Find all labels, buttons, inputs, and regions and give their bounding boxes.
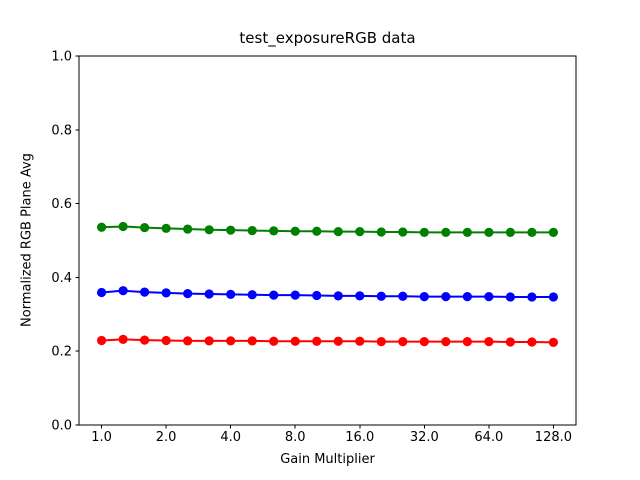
y-axis-label: Normalized RGB Plane Avg xyxy=(19,153,35,327)
data-point-red xyxy=(312,336,322,346)
data-point-red xyxy=(527,337,537,347)
data-point-blue xyxy=(548,292,559,302)
data-point-blue xyxy=(355,291,365,301)
data-point-green xyxy=(312,226,322,236)
data-point-green xyxy=(204,225,214,235)
data-point-red xyxy=(140,335,150,345)
data-point-green xyxy=(355,227,365,237)
x-tick-label: 2.0 xyxy=(156,430,177,445)
data-point-green xyxy=(419,227,429,237)
data-point-blue xyxy=(398,291,408,301)
data-point-red xyxy=(183,336,193,346)
data-point-green xyxy=(161,223,171,233)
data-point-green xyxy=(462,227,472,237)
data-point-green xyxy=(140,222,150,233)
y-tick-label: 0.6 xyxy=(51,197,72,212)
series-line-blue xyxy=(100,289,555,298)
data-point-green xyxy=(269,226,279,236)
data-point-red xyxy=(247,336,257,346)
y-tick-label: 0.4 xyxy=(51,271,72,286)
data-point-blue xyxy=(333,291,343,301)
data-point-red xyxy=(118,334,128,344)
data-point-blue xyxy=(118,286,128,296)
data-point-green xyxy=(118,221,128,232)
data-point-red xyxy=(355,336,365,346)
data-point-blue xyxy=(96,287,107,298)
data-point-green xyxy=(484,227,494,237)
data-point-blue xyxy=(140,287,150,297)
data-point-blue xyxy=(226,289,236,299)
y-tick-label: 0.2 xyxy=(51,345,72,360)
data-point-green xyxy=(96,222,107,232)
x-tick-label: 1.0 xyxy=(91,430,112,445)
data-point-green xyxy=(398,227,408,237)
x-tick-label: 4.0 xyxy=(220,430,241,445)
data-point-blue xyxy=(376,291,386,301)
data-point-red xyxy=(204,336,214,346)
y-tick-label: 1.0 xyxy=(51,50,72,65)
data-point-blue xyxy=(290,290,300,300)
data-point-red xyxy=(161,335,171,346)
data-point-blue xyxy=(269,290,279,300)
x-tick-label: 32.0 xyxy=(410,430,439,445)
data-point-red xyxy=(505,337,515,347)
y-tick-label: 0.0 xyxy=(51,419,72,434)
data-point-red xyxy=(333,336,343,346)
data-point-red xyxy=(376,337,386,347)
data-point-green xyxy=(183,224,193,234)
data-point-red xyxy=(226,336,236,346)
data-point-green xyxy=(441,227,451,237)
data-point-green xyxy=(247,225,257,236)
data-point-blue xyxy=(505,292,515,302)
data-point-blue xyxy=(183,289,193,299)
data-point-red xyxy=(462,337,472,347)
data-point-green xyxy=(527,227,537,237)
data-point-blue xyxy=(527,292,537,302)
data-point-blue xyxy=(484,291,494,302)
data-point-green xyxy=(333,227,343,237)
data-point-green xyxy=(548,227,559,237)
x-axis-label: Gain Multiplier xyxy=(280,452,375,467)
series-line-green xyxy=(100,225,555,234)
x-tick-label: 8.0 xyxy=(285,430,306,445)
x-tick-label: 16.0 xyxy=(345,430,374,445)
data-point-red xyxy=(290,336,300,346)
data-point-blue xyxy=(462,291,472,302)
data-point-blue xyxy=(441,291,451,302)
x-tick-label: 128.0 xyxy=(535,430,572,445)
x-tick-label: 64.0 xyxy=(474,430,503,445)
data-point-blue xyxy=(419,291,429,302)
data-point-red xyxy=(548,337,559,347)
chart-title: test_exposureRGB data xyxy=(239,29,416,47)
data-point-blue xyxy=(161,288,171,298)
data-point-red xyxy=(398,337,408,347)
data-point-red xyxy=(96,335,107,346)
data-point-blue xyxy=(247,290,257,300)
data-point-green xyxy=(376,227,386,237)
data-point-red xyxy=(419,337,429,347)
data-point-green xyxy=(226,225,236,235)
y-tick-label: 0.8 xyxy=(51,123,72,138)
data-point-red xyxy=(441,337,451,347)
series-line-red xyxy=(100,338,555,344)
data-point-green xyxy=(290,226,300,236)
data-point-blue xyxy=(312,290,322,301)
data-point-red xyxy=(484,337,494,347)
plot-border xyxy=(78,55,577,426)
data-point-green xyxy=(505,227,515,237)
data-point-blue xyxy=(204,289,214,299)
data-point-red xyxy=(269,336,279,346)
